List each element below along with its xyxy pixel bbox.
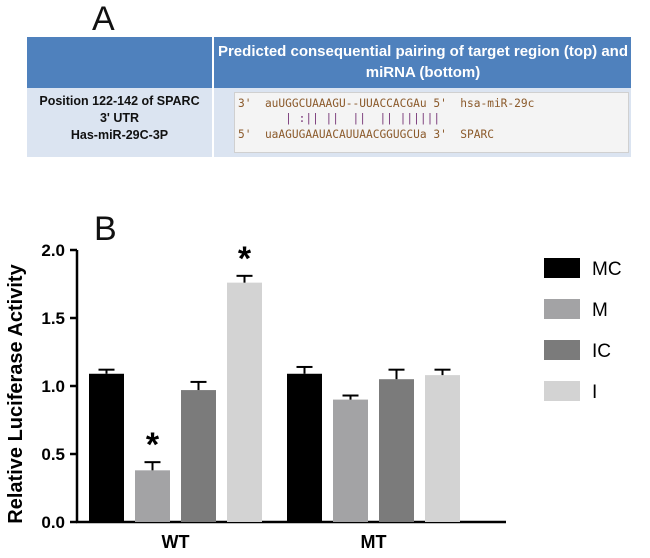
- target-region: 3' UTR: [99, 111, 140, 125]
- bar-M-MT: [333, 399, 368, 522]
- mirna-sequence: 3' auUGGCUAAAGU--UUACCACGAu 5' hsa-miR-2…: [238, 97, 535, 110]
- y-axis-label: Relative Luciferase Activity: [5, 263, 27, 523]
- target-description: Position 122-142 of SPARC 3' UTR Has-miR…: [27, 93, 212, 144]
- y-tick-label: 1.5: [41, 309, 65, 328]
- bar-IC-WT: [181, 390, 216, 522]
- x-tick-label-MT: MT: [361, 532, 387, 552]
- y-tick-label: 1.0: [41, 377, 65, 396]
- legend-swatch-I: [544, 381, 580, 401]
- bar-MC-WT: [89, 373, 124, 522]
- table-header-text: Predicted consequential pairing of targe…: [217, 43, 629, 81]
- legend-label-M: M: [592, 300, 608, 321]
- legend-swatch-M: [544, 299, 580, 319]
- sequence-alignment: 3' auUGGCUAAAGU--UUACCACGAu 5' hsa-miR-2…: [234, 92, 629, 153]
- bar-I-WT: [227, 282, 262, 522]
- target-position: Position 122-142 of SPARC: [39, 94, 200, 108]
- bar-M-WT: [135, 470, 170, 522]
- x-tick-label-WT: WT: [162, 532, 190, 552]
- y-tick-label: 0.0: [41, 513, 65, 532]
- bar-MC-MT: [287, 373, 322, 522]
- bar-IC-MT: [379, 379, 414, 522]
- y-tick-label: 2.0: [41, 241, 65, 260]
- pairing-table: Predicted consequential pairing of targe…: [27, 37, 631, 157]
- panel-b-label: B: [94, 210, 117, 248]
- significance-marker: *: [146, 426, 160, 464]
- panel-a-label: A: [92, 0, 115, 38]
- target-sequence: 5' uaAGUGAAUACAUUAACGGUGCUa 3' SPARC: [238, 128, 494, 141]
- significance-marker: *: [238, 240, 252, 278]
- pairing-marks: | :|| || || || ||||||: [238, 112, 441, 125]
- legend-swatch-IC: [544, 340, 580, 360]
- legend-label-I: I: [592, 382, 597, 403]
- legend-swatch-MC: [544, 258, 580, 278]
- table-header: [27, 37, 631, 88]
- luciferase-chart: 0.0 0.5 1.0 1.5 2.0 Relative Luciferase Activ…: [5, 240, 622, 552]
- legend-label-MC: MC: [592, 259, 622, 280]
- y-tick-label: 0.5: [41, 445, 65, 464]
- mirna-name: Has-miR-29C-3P: [70, 128, 169, 142]
- legend-label-IC: IC: [592, 341, 611, 362]
- bar-I-MT: [425, 375, 460, 522]
- table-divider: [212, 37, 214, 157]
